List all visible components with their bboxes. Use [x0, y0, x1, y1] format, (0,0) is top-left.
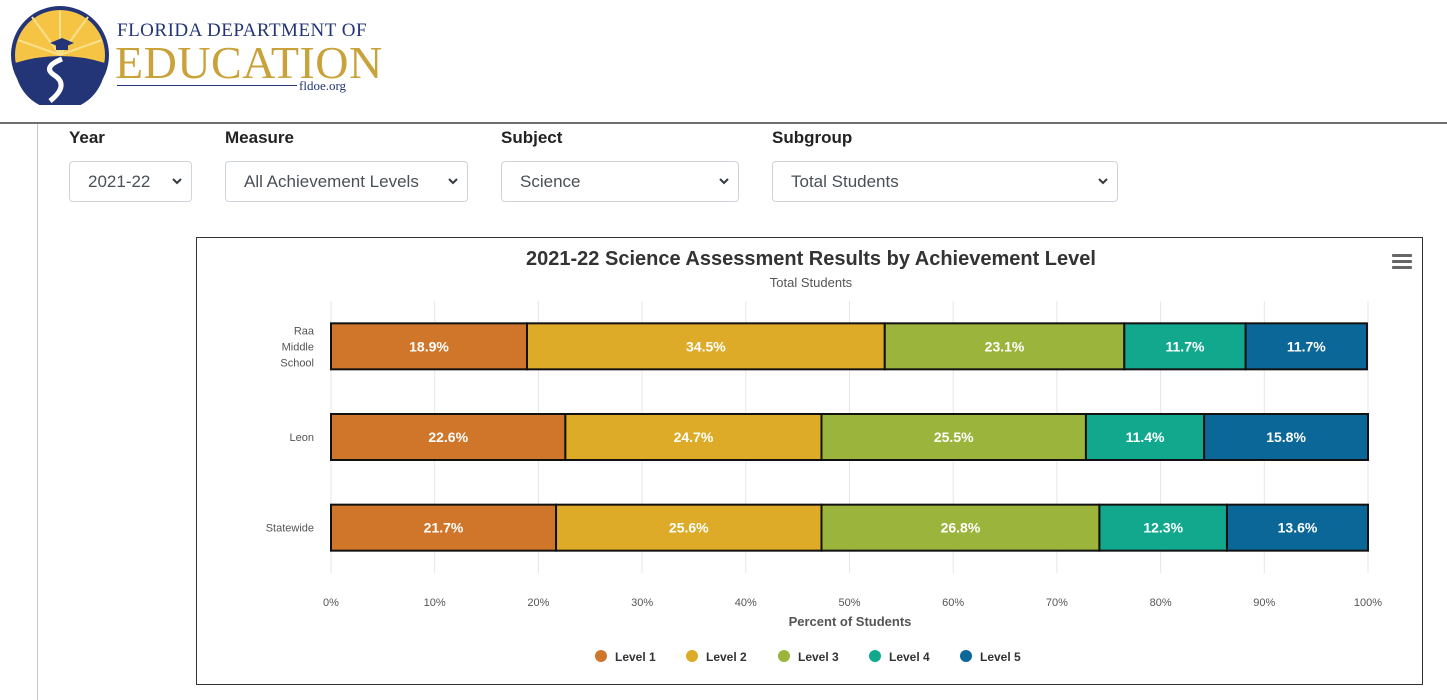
bar-segment[interactable]: [330, 413, 567, 461]
legend-label: Level 2: [706, 650, 747, 664]
data-label: 11.4%: [1126, 429, 1165, 445]
legend-swatch: [595, 650, 607, 662]
subject-label: Subject: [501, 128, 563, 147]
fldoe-seal-logo[interactable]: [10, 5, 110, 105]
legend-swatch: [960, 650, 972, 662]
data-label: 18.9%: [409, 338, 449, 354]
category-label: Statewide: [266, 523, 314, 535]
data-label: 23.1%: [985, 338, 1025, 354]
measure-select[interactable]: All Achievement Levels: [225, 161, 468, 202]
stacked-bar-chart: 2021-22 Science Assessment Results by Ac…: [266, 248, 1383, 664]
subgroup-label: Subgroup: [772, 128, 853, 147]
x-tick-label: 0%: [323, 597, 339, 609]
data-label: 21.7%: [424, 520, 464, 536]
x-tick-label: 30%: [631, 597, 653, 609]
bar-segment[interactable]: [1244, 322, 1368, 371]
legend-item[interactable]: Level 2: [686, 650, 747, 664]
bar-segment[interactable]: [564, 413, 823, 461]
bar-segment[interactable]: [820, 503, 1101, 552]
year-label: Year: [69, 128, 105, 147]
legend-swatch: [869, 650, 881, 662]
logo-text-education: EDUCATION: [115, 37, 383, 88]
legend-item[interactable]: Level 5: [960, 650, 1021, 664]
data-label: 26.8%: [941, 520, 981, 536]
x-tick-label: 20%: [527, 597, 549, 609]
chevron-down-icon: [1098, 178, 1108, 185]
chevron-down-icon: [448, 178, 458, 185]
data-label: 34.5%: [686, 338, 726, 354]
x-tick-label: 40%: [735, 597, 757, 609]
x-tick-label: 50%: [838, 597, 860, 609]
legend-swatch: [778, 650, 790, 662]
legend-label: Level 3: [798, 650, 839, 664]
logo-rule: [117, 85, 297, 86]
chevron-down-icon: [719, 178, 729, 185]
bar-segment[interactable]: [1084, 413, 1206, 461]
year-select[interactable]: 2021-22: [69, 161, 192, 202]
chart-container: 2021-22 Science Assessment Results by Ac…: [196, 237, 1423, 685]
bar-segment[interactable]: [1098, 503, 1228, 552]
x-tick-label: 90%: [1253, 597, 1275, 609]
year-select-value: 2021-22: [88, 172, 151, 191]
measure-select-value: All Achievement Levels: [244, 172, 419, 191]
bar-segment[interactable]: [1203, 413, 1369, 461]
chart-subtitle: Total Students: [770, 275, 853, 290]
chart-title: 2021-22 Science Assessment Results by Ac…: [526, 248, 1096, 270]
subject-select-value: Science: [520, 172, 581, 191]
logo-text-florida-department: FLORIDA DEPARTMENT OF: [117, 20, 368, 41]
data-label: 25.5%: [934, 429, 974, 445]
bar-segment[interactable]: [820, 413, 1087, 461]
legend-item[interactable]: Level 1: [595, 650, 656, 664]
data-label: 25.6%: [669, 520, 709, 536]
subject-select[interactable]: Science: [501, 161, 739, 202]
x-tick-label: 70%: [1046, 597, 1068, 609]
x-axis-title: Percent of Students: [789, 614, 912, 629]
data-label: 11.7%: [1287, 338, 1326, 354]
measure-label: Measure: [225, 128, 294, 147]
bar-segment[interactable]: [1225, 503, 1370, 552]
category-label: Leon: [290, 432, 314, 444]
subgroup-select-value: Total Students: [791, 172, 899, 191]
legend-swatch: [686, 650, 698, 662]
chart-menu-icon[interactable]: [1392, 254, 1412, 270]
data-label: 15.8%: [1266, 429, 1306, 445]
chevron-down-icon: [172, 178, 182, 185]
legend-item[interactable]: Level 4: [869, 650, 930, 664]
subgroup-select[interactable]: Total Students: [772, 161, 1118, 202]
x-tick-label: 100%: [1354, 597, 1382, 609]
data-label: 22.6%: [428, 429, 468, 445]
data-label: 24.7%: [674, 429, 714, 445]
category-label: Raa Middle School: [280, 325, 315, 369]
bar-segment[interactable]: [330, 322, 528, 371]
data-label: 12.3%: [1143, 520, 1183, 536]
legend-label: Level 4: [889, 650, 930, 664]
data-label: 13.6%: [1278, 520, 1318, 536]
data-label: 11.7%: [1166, 338, 1205, 354]
x-tick-label: 80%: [1150, 597, 1172, 609]
legend-label: Level 5: [980, 650, 1021, 664]
site-header: FLORIDA DEPARTMENT OF EDUCATION fldoe.or…: [0, 0, 1447, 124]
content-left-border: [37, 124, 38, 700]
x-tick-label: 60%: [942, 597, 964, 609]
logo-text-url: fldoe.org: [299, 78, 347, 93]
legend-label: Level 1: [615, 650, 656, 664]
x-tick-label: 10%: [424, 597, 446, 609]
legend-item[interactable]: Level 3: [778, 650, 839, 664]
